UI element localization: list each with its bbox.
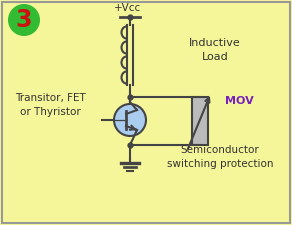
Text: +Vcc: +Vcc (114, 3, 142, 13)
Text: 3: 3 (16, 8, 32, 32)
FancyBboxPatch shape (2, 2, 290, 223)
Text: Semiconductor
switching protection: Semiconductor switching protection (167, 145, 273, 169)
Circle shape (114, 104, 146, 136)
Text: Inductive
Load: Inductive Load (189, 38, 241, 62)
Circle shape (8, 4, 40, 36)
Text: Transitor, FET
or Thyristor: Transitor, FET or Thyristor (15, 93, 85, 117)
Bar (192, 97, 208, 145)
Text: MOV: MOV (225, 96, 254, 106)
